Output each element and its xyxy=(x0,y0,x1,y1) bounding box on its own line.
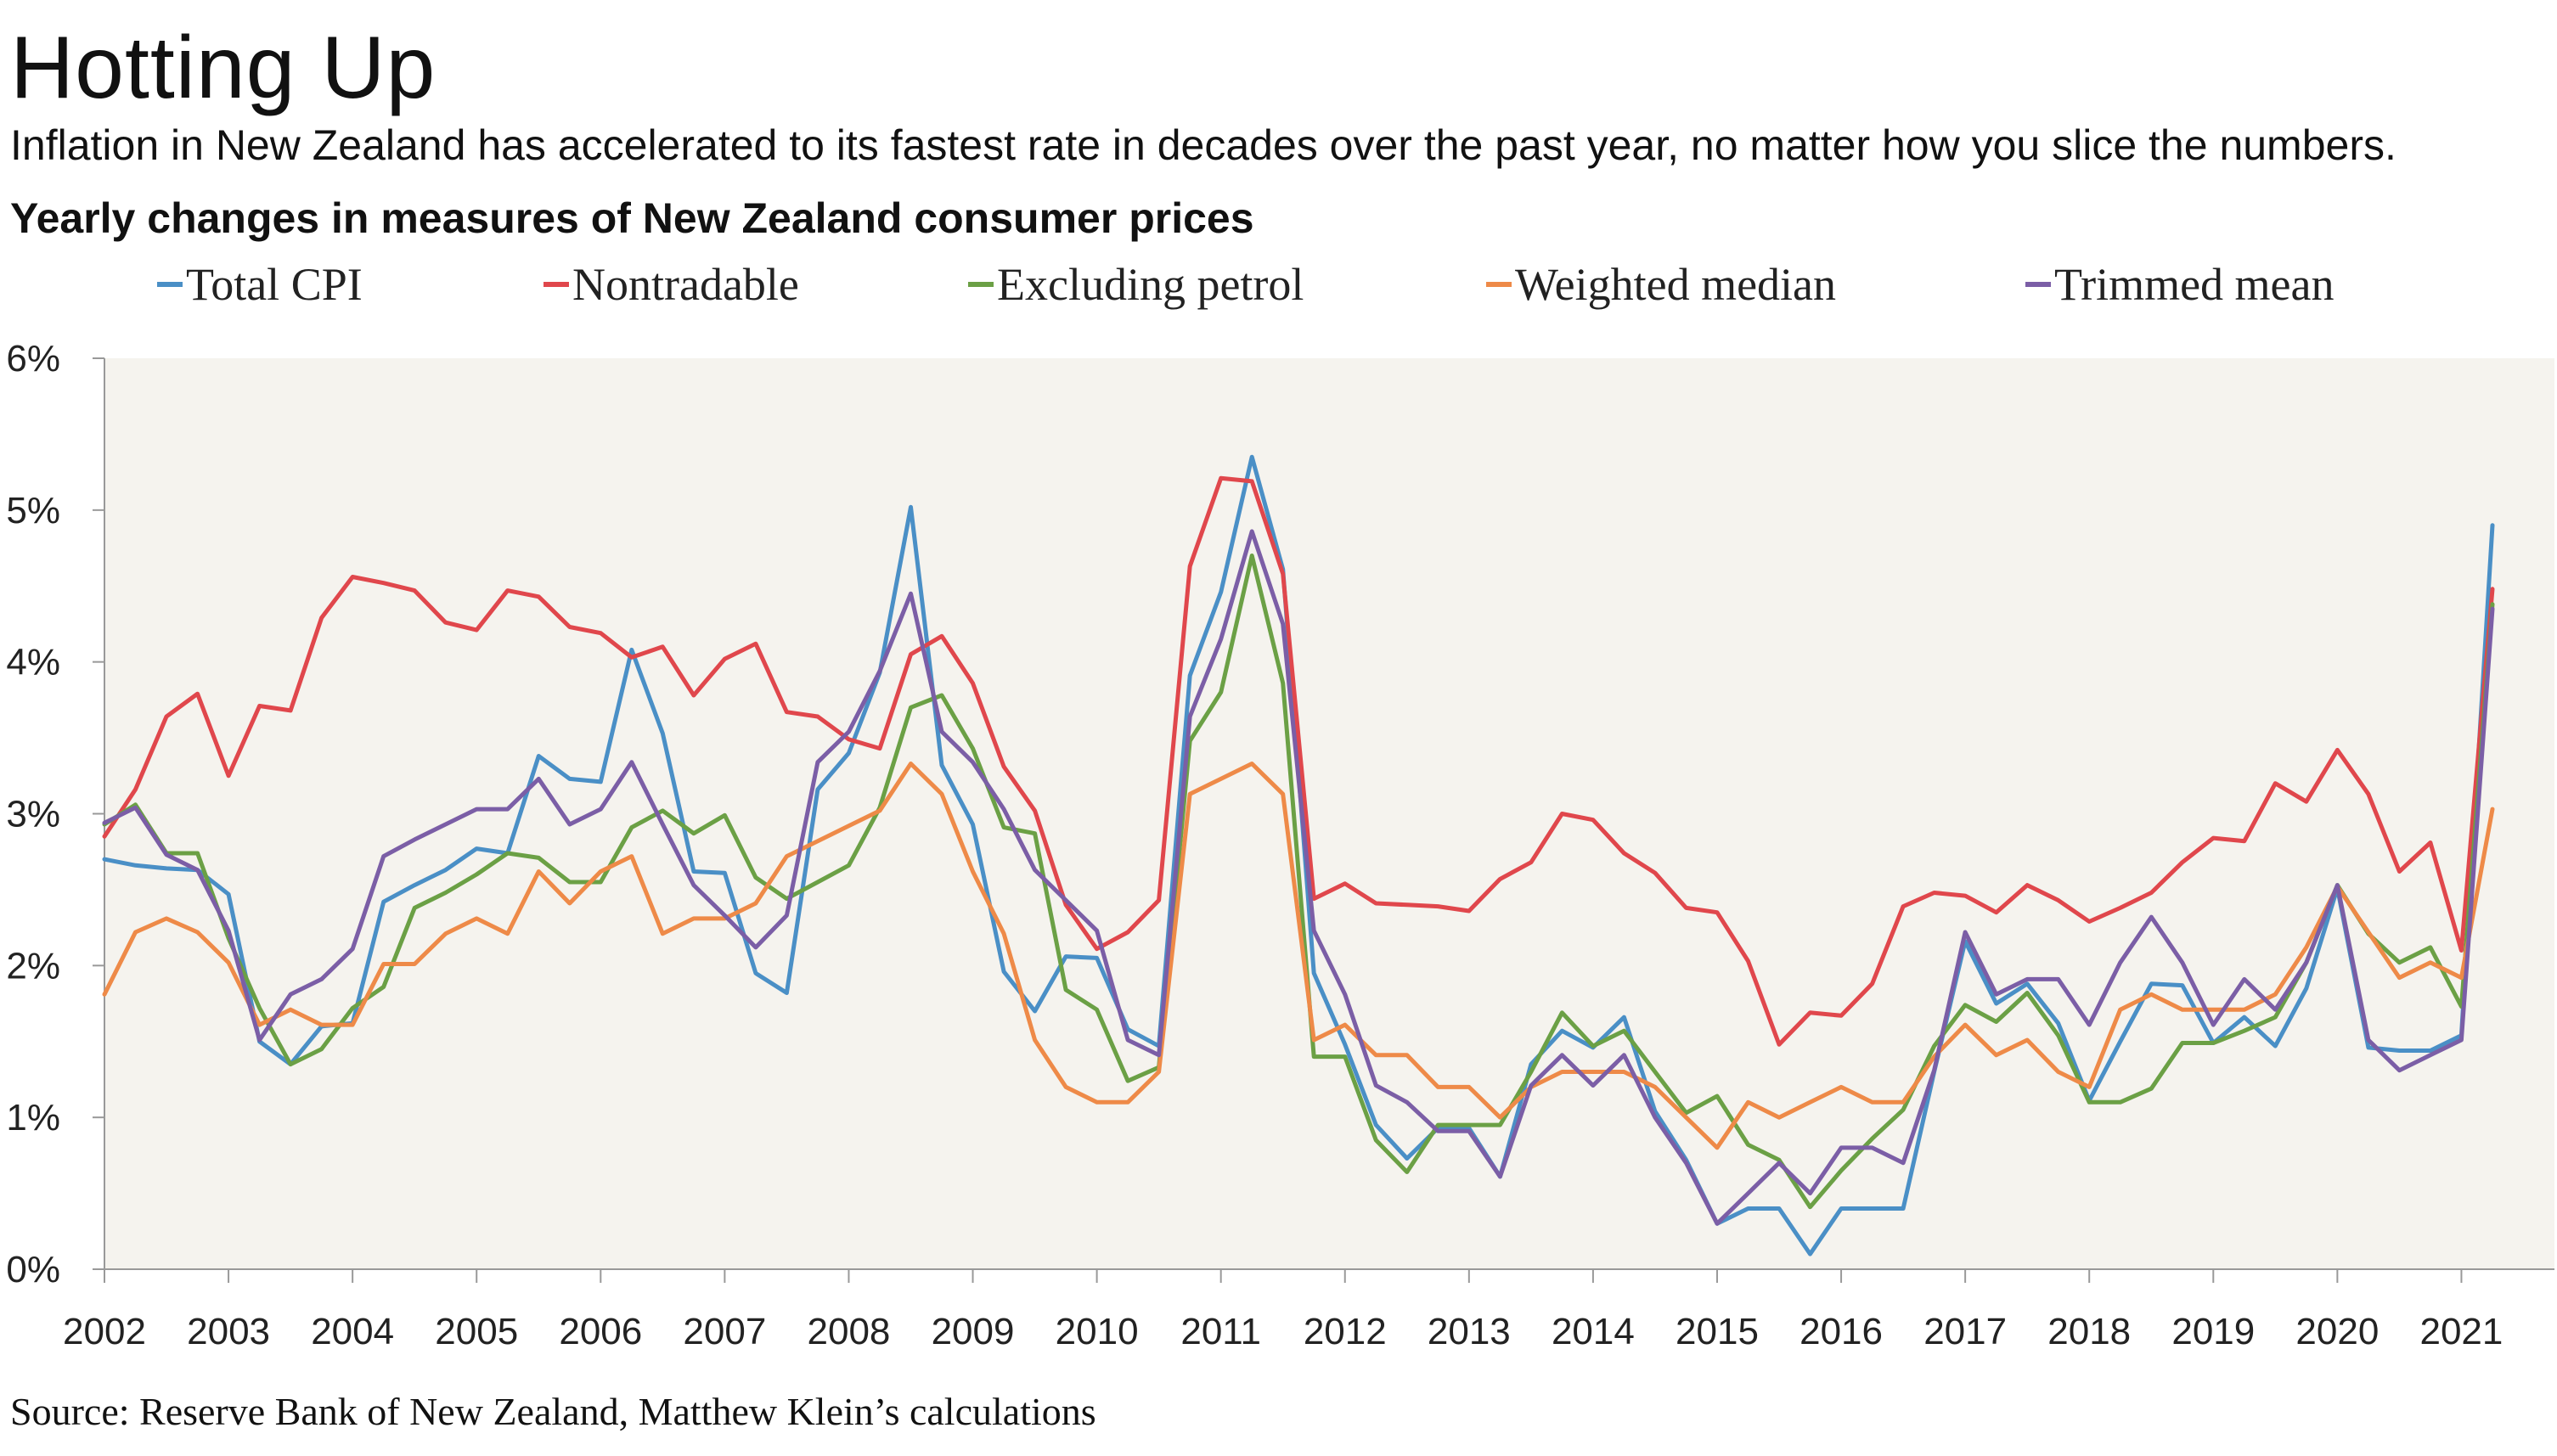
chart-legend: Total CPI Nontradable Excluding petrol Weig… xyxy=(157,259,2334,310)
series-lines xyxy=(102,454,2495,1256)
x-tick-label: 2017 xyxy=(1923,1311,2007,1352)
legend-label-trimmed_mean: Trimmed mean xyxy=(2054,259,2334,310)
y-tick-label: 4% xyxy=(6,642,60,683)
x-tick-label: 2012 xyxy=(1304,1311,1387,1352)
x-tick-label: 2007 xyxy=(683,1311,766,1352)
legend-label-nontradable: Nontradable xyxy=(572,259,799,310)
x-tick-label: 2011 xyxy=(1180,1311,1261,1352)
plot-area xyxy=(104,358,2554,1269)
y-tick-label: 5% xyxy=(6,490,60,531)
x-tick-label: 2018 xyxy=(2047,1311,2131,1352)
chart-title: Yearly changes in measures of New Zealan… xyxy=(10,194,1254,242)
x-axis: 2002 2003 2004 2005 2006 2007 2008 2009 2010 2011… xyxy=(63,1268,2554,1352)
x-tick-label: 2014 xyxy=(1552,1311,1635,1352)
x-tick-label: 2005 xyxy=(435,1311,518,1352)
series-line-excluding_petrol xyxy=(102,554,2495,1210)
legend-label-excluding_petrol: Excluding petrol xyxy=(997,259,1304,310)
page-title: Hotting Up xyxy=(10,19,436,117)
x-tick-label: 2004 xyxy=(311,1311,394,1352)
y-tick-label: 0% xyxy=(6,1249,60,1290)
x-tick-label: 2016 xyxy=(1799,1311,1883,1352)
x-tick-label: 2006 xyxy=(559,1311,642,1352)
x-tick-label: 2019 xyxy=(2171,1311,2255,1352)
series-line-weighted_median xyxy=(102,762,2495,1150)
y-tick-label: 2% xyxy=(6,945,60,987)
page-subtitle: Inflation in New Zealand has accelerated… xyxy=(10,121,2396,169)
series-line-nontradable xyxy=(102,475,2495,1047)
y-tick-label: 3% xyxy=(6,794,60,835)
series-line-trimmed_mean xyxy=(102,529,2495,1226)
x-tick-label: 2003 xyxy=(187,1311,270,1352)
legend-label-total_cpi: Total CPI xyxy=(186,259,363,310)
y-axis: 0% 1% 2% 3% 4% 5% 6% xyxy=(6,338,105,1290)
x-tick-label: 2008 xyxy=(808,1311,891,1352)
x-tick-label: 2013 xyxy=(1428,1311,1511,1352)
x-tick-label: 2021 xyxy=(2419,1311,2503,1352)
x-tick-label: 2020 xyxy=(2295,1311,2379,1352)
x-tick-label: 2010 xyxy=(1056,1311,1139,1352)
y-tick-label: 1% xyxy=(6,1097,60,1138)
legend-label-weighted_median: Weighted median xyxy=(1515,259,1836,310)
x-tick-label: 2015 xyxy=(1676,1311,1759,1352)
source-note: Source: Reserve Bank of New Zealand, Mat… xyxy=(10,1390,1096,1433)
y-tick-label: 6% xyxy=(6,338,60,379)
x-tick-label: 2009 xyxy=(932,1311,1015,1352)
x-tick-label: 2002 xyxy=(63,1311,146,1352)
